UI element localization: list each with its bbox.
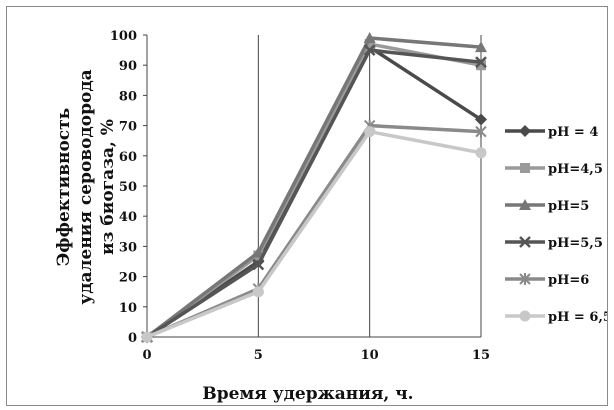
series-ph-5 xyxy=(141,32,487,342)
legend-label: pH = 4 xyxy=(548,125,598,140)
legend-marker xyxy=(519,273,531,285)
chart-frame: Эффективность удаления сероводорода из био… xyxy=(6,6,608,406)
data-point xyxy=(141,331,153,343)
series-ph-4-5 xyxy=(142,39,486,342)
y-tick-label: 90 xyxy=(119,59,137,74)
y-tick-label: 10 xyxy=(119,301,137,316)
legend-label: pH=4,5 xyxy=(548,162,603,177)
data-point xyxy=(363,32,376,44)
y-tick-labels: 0 10 20 30 40 50 60 70 80 90 100 xyxy=(110,29,147,346)
axes xyxy=(146,35,481,338)
x-tick-label: 0 xyxy=(142,348,151,363)
legend-label: pH = 6,5 xyxy=(548,310,607,325)
series xyxy=(141,32,487,343)
line-chart: Эффективность удаления сероводорода из био… xyxy=(54,29,607,404)
data-point-stroke xyxy=(475,56,487,69)
data-point xyxy=(475,147,487,159)
series-line xyxy=(146,48,482,339)
x-tick-label: 10 xyxy=(361,348,379,363)
data-point-stroke xyxy=(519,236,531,248)
legend-marker xyxy=(520,163,530,173)
y-tick-label: 40 xyxy=(119,210,137,225)
y-axis-title-line: удаления сероводорода xyxy=(76,69,96,304)
y-axis-title-line: Эффективность xyxy=(54,108,74,266)
legend-item: pH = 6,5 xyxy=(505,310,607,325)
series-ph-4 xyxy=(141,41,487,343)
y-tick-label: 60 xyxy=(119,150,137,165)
y-tick-label: 50 xyxy=(119,180,137,195)
legend-item: pH=5,5 xyxy=(505,236,603,251)
x-tick-labels: 0 5 10 15 xyxy=(142,348,490,363)
data-point xyxy=(475,113,487,126)
legend-item: pH=5 xyxy=(505,199,589,214)
legend-marker xyxy=(519,310,531,322)
legend-label: pH=5,5 xyxy=(548,236,603,251)
legend-label: pH=5 xyxy=(548,199,589,214)
y-tick-label: 0 xyxy=(128,331,137,346)
y-tick-label: 20 xyxy=(119,271,137,286)
series-line xyxy=(145,36,482,339)
y-tick-label: 30 xyxy=(119,240,137,255)
data-point xyxy=(475,56,487,69)
data-point xyxy=(475,125,487,138)
legend-marker xyxy=(519,199,531,210)
data-point xyxy=(363,44,376,56)
y-tick-label: 100 xyxy=(110,29,137,44)
legend-item: pH=6 xyxy=(505,273,589,288)
data-point-stroke xyxy=(252,258,265,271)
data-point xyxy=(476,60,486,71)
legend-label: pH=6 xyxy=(548,273,589,288)
data-point-stroke xyxy=(363,44,376,56)
y-axis-title: Эффективность удаления сероводорода из био… xyxy=(54,69,118,304)
data-point xyxy=(252,246,265,258)
series-line xyxy=(146,45,482,339)
legend-marker xyxy=(519,236,531,248)
y-tick-label: 80 xyxy=(119,89,137,104)
x-tick-label: 5 xyxy=(254,348,263,363)
legend-marker xyxy=(519,125,531,137)
series-ph-6-5 xyxy=(141,126,487,343)
data-point xyxy=(252,258,265,271)
data-point xyxy=(252,286,264,298)
legend: pH = 4 pH=4,5 pH=5 pH=5,5 pH=6 pH = 6,5 xyxy=(505,125,607,325)
series-line xyxy=(146,129,482,339)
x-tick-label: 15 xyxy=(472,348,490,363)
legend-item: pH = 4 xyxy=(505,125,598,140)
data-point xyxy=(364,126,376,138)
y-axis-title-line: из биогаза, % xyxy=(98,119,118,255)
y-tick-label: 70 xyxy=(119,120,137,135)
data-point xyxy=(475,41,487,53)
data-point xyxy=(364,39,375,50)
x-axis-title: Время удержания, ч. xyxy=(202,384,413,404)
legend-item: pH=4,5 xyxy=(505,162,603,177)
